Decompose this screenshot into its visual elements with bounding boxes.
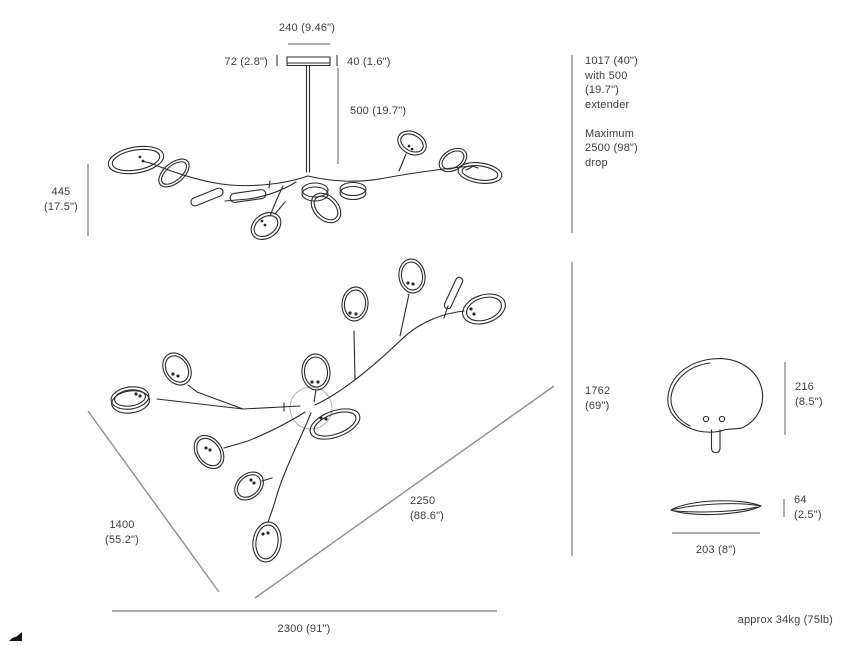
- shade-side-lower-line: [674, 506, 758, 513]
- top-view-drawing: [107, 56, 503, 240]
- shade-edge-on-a: [190, 187, 224, 207]
- shade-depth-label: 64 (2.5"): [794, 494, 822, 521]
- right-arm: [307, 165, 479, 182]
- drop-note: 1017 (40") with 500 (19.7") extender Max…: [585, 55, 638, 169]
- shade-center-disc: [301, 182, 329, 202]
- shade-right-disc: [339, 181, 367, 201]
- shade-far-right-flat: [457, 162, 503, 184]
- shade-down-left: [250, 212, 282, 240]
- shade-front-inner-edge: [670, 362, 711, 427]
- dimension-lines: [87, 43, 786, 612]
- plan-right-diagonal-label: 2250 (88.6"): [410, 495, 445, 522]
- plan-shade-j: [252, 521, 282, 563]
- plan-rod: [443, 276, 464, 310]
- shade-detail-drawing: [667, 358, 764, 516]
- shade-upper-right: [397, 130, 427, 156]
- plan-down-branch: [267, 412, 312, 523]
- shade-left-tilted: [158, 158, 190, 188]
- left-lower-arm: [224, 181, 297, 202]
- shade-edge-on-b: [229, 189, 267, 203]
- shade-far-right-steep: [438, 147, 468, 173]
- dimension-ticks: [276, 55, 338, 66]
- plan-view-drawing: [110, 258, 506, 563]
- left-arm: [141, 160, 309, 187]
- plan-sweep-branch: [314, 310, 465, 406]
- shade-side-inner-line: [670, 503, 762, 511]
- plan-downleft-branch: [223, 411, 306, 449]
- shade-dots-plan-view: [134, 281, 476, 536]
- plan-width-label: 2300 (91"): [277, 623, 331, 635]
- hub-circle: [289, 386, 333, 430]
- shade-stem: [710, 429, 721, 454]
- canopy-right-label: 40 (1.6"): [347, 56, 391, 68]
- plan-shade-f: [462, 293, 506, 325]
- fixture-height-label: 445 (17.5"): [43, 186, 79, 213]
- plan-shade-e: [110, 386, 150, 414]
- plan-shade-h: [193, 434, 225, 470]
- plan-shade-b: [341, 286, 369, 322]
- plan-left-diagonal-label: 1400 (55.2"): [104, 519, 140, 546]
- dim-line-plan-left-diagonal: [87, 410, 220, 593]
- shade-height-label: 216 (8.5"): [795, 381, 823, 408]
- ceiling-canopy: [286, 56, 331, 67]
- plan-upleft-branch: [187, 384, 244, 410]
- shade-width-label: 203 (8"): [695, 544, 737, 556]
- dim-line-plan-right-diagonal: [254, 385, 555, 599]
- weight-label: approx 34kg (75lb): [737, 614, 833, 626]
- shade-hole-left: [702, 415, 710, 423]
- plan-shade-i: [234, 471, 264, 501]
- logo-mark: [9, 632, 22, 641]
- plan-shade-d: [162, 352, 192, 386]
- shade-far-left: [107, 145, 165, 175]
- shade-hole-right: [718, 415, 726, 423]
- plan-shade-a: [398, 258, 426, 294]
- shade-front-outline: [667, 358, 764, 433]
- down-arm: [269, 185, 284, 217]
- canopy-left-label: 72 (2.8"): [224, 56, 268, 68]
- plan-shade-c: [301, 353, 331, 391]
- shade-dots-top-view: [138, 144, 414, 227]
- plan-shade-g: [309, 408, 361, 440]
- plan-height-label: 1762 (69"): [585, 385, 611, 412]
- canopy-width-label: 240 (9.46"): [278, 22, 336, 34]
- stem-drop-label: 500 (19.7"): [350, 105, 407, 117]
